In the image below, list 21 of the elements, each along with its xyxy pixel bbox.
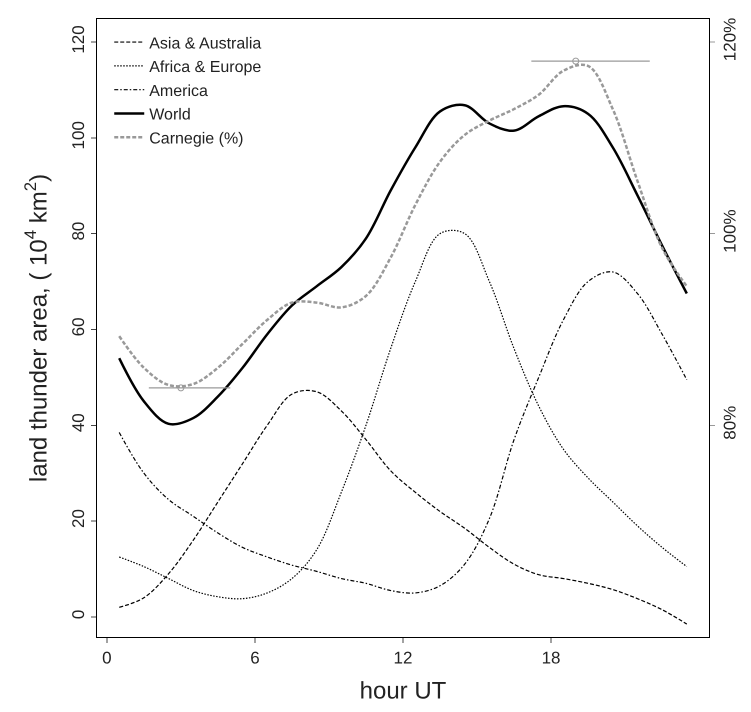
legend-label: Asia & Australia: [149, 35, 262, 52]
legend-label: World: [149, 106, 191, 124]
x-tick-label: 0: [102, 648, 112, 668]
line-series: [118, 104, 688, 426]
legend-label: Carnegie (%): [149, 130, 244, 148]
y-tick-label: 100: [69, 121, 88, 150]
legend-label: America: [149, 82, 208, 100]
y-tick-label: 60: [69, 317, 88, 336]
x-tick-label: 18: [542, 648, 561, 668]
y-tick-label: 0: [69, 610, 88, 620]
y2-tick-label: 80%: [720, 406, 740, 440]
y-tick-label: 40: [69, 413, 88, 432]
legend-label: Africa & Europe: [149, 59, 262, 76]
y2-tick-label: 120%: [720, 18, 740, 62]
y-tick-label: 20: [69, 509, 88, 528]
x-tick-label: 6: [250, 648, 260, 668]
y2-tick-label: 100%: [720, 209, 740, 253]
y-tick-label: 80: [69, 222, 88, 241]
x-tick-label: 12: [394, 648, 412, 668]
x-axis-title: hour UT: [360, 678, 447, 705]
y-tick-label: 120: [69, 25, 88, 54]
